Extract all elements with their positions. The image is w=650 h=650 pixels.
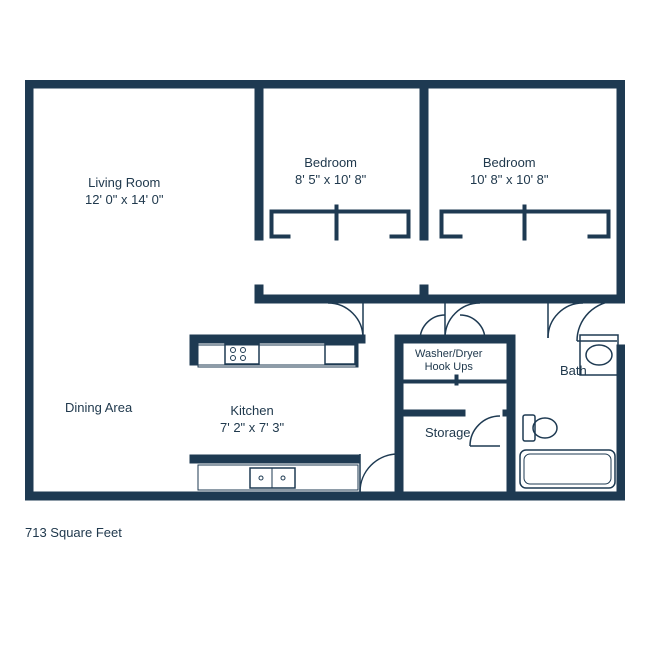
label-storage: Storage (425, 425, 471, 442)
room-dims: 8' 5" x 10' 8" (295, 172, 366, 189)
label-bath: Bath (560, 363, 587, 380)
room-name: Bedroom (304, 155, 357, 170)
room-dims: 7' 2" x 7' 3" (220, 420, 284, 437)
label-kitchen: Kitchen 7' 2" x 7' 3" (220, 403, 284, 437)
room-name: Living Room (88, 175, 160, 190)
room-name: Dining Area (65, 400, 132, 415)
floorplan-diagram: Living Room 12' 0" x 14' 0" Bedroom 8' 5… (25, 80, 625, 510)
square-footage: 713 Square Feet (25, 525, 122, 540)
room-dims: 10' 8" x 10' 8" (470, 172, 549, 189)
room-name: Kitchen (230, 403, 273, 418)
label-bedroom-1: Bedroom 8' 5" x 10' 8" (295, 155, 366, 189)
room-name: Bedroom (483, 155, 536, 170)
room-name: Washer/DryerHook Ups (415, 348, 482, 373)
room-name: Bath (560, 363, 587, 378)
room-name: Storage (425, 425, 471, 440)
label-living-room: Living Room 12' 0" x 14' 0" (85, 175, 164, 209)
label-washer-dryer: Washer/DryerHook Ups (415, 348, 482, 373)
label-dining-area: Dining Area (65, 400, 132, 417)
room-dims: 12' 0" x 14' 0" (85, 192, 164, 209)
label-bedroom-2: Bedroom 10' 8" x 10' 8" (470, 155, 549, 189)
floorplan-svg (25, 80, 625, 510)
